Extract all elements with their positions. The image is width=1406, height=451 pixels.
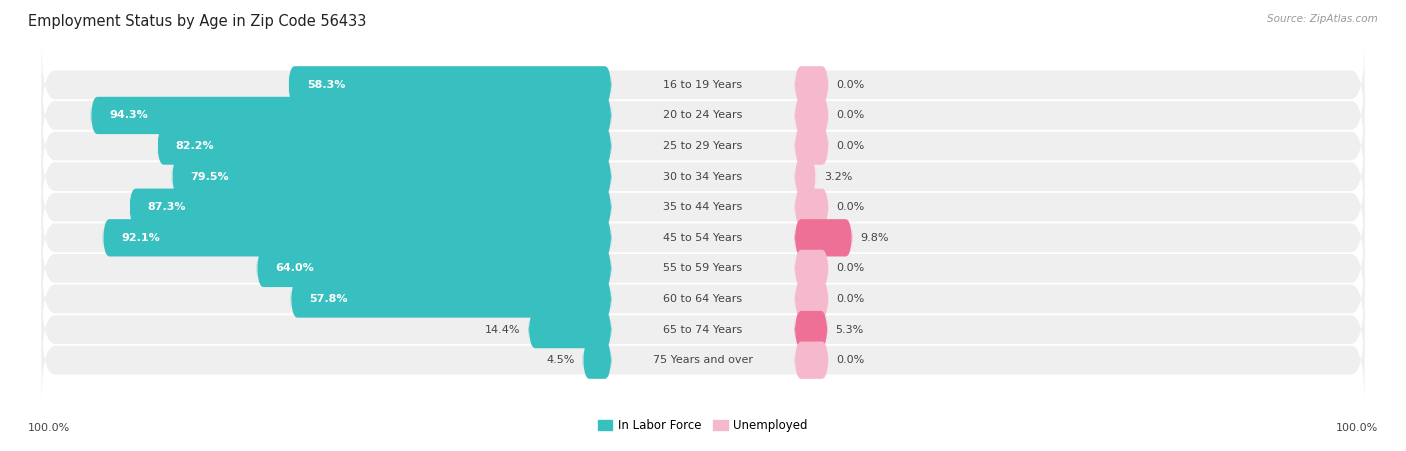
- FancyBboxPatch shape: [794, 281, 828, 318]
- Text: 20 to 24 Years: 20 to 24 Years: [664, 110, 742, 120]
- Text: 35 to 44 Years: 35 to 44 Years: [664, 202, 742, 212]
- FancyBboxPatch shape: [291, 281, 612, 318]
- Text: 100.0%: 100.0%: [28, 423, 70, 433]
- FancyBboxPatch shape: [794, 97, 828, 134]
- Text: 0.0%: 0.0%: [837, 355, 865, 365]
- Text: 75 Years and over: 75 Years and over: [652, 355, 754, 365]
- FancyBboxPatch shape: [42, 69, 1364, 162]
- FancyBboxPatch shape: [42, 191, 1364, 285]
- Text: 0.0%: 0.0%: [837, 80, 865, 90]
- FancyBboxPatch shape: [529, 311, 612, 348]
- Text: Source: ZipAtlas.com: Source: ZipAtlas.com: [1267, 14, 1378, 23]
- FancyBboxPatch shape: [42, 38, 1364, 132]
- Text: 100.0%: 100.0%: [1336, 423, 1378, 433]
- Text: 87.3%: 87.3%: [148, 202, 187, 212]
- FancyBboxPatch shape: [794, 127, 828, 165]
- FancyBboxPatch shape: [157, 127, 612, 165]
- FancyBboxPatch shape: [42, 252, 1364, 346]
- FancyBboxPatch shape: [42, 161, 1364, 254]
- Text: 94.3%: 94.3%: [110, 110, 148, 120]
- Text: 82.2%: 82.2%: [176, 141, 214, 151]
- FancyBboxPatch shape: [42, 283, 1364, 377]
- Text: 4.5%: 4.5%: [547, 355, 575, 365]
- FancyBboxPatch shape: [794, 66, 828, 104]
- Legend: In Labor Force, Unemployed: In Labor Force, Unemployed: [593, 414, 813, 437]
- FancyBboxPatch shape: [42, 130, 1364, 223]
- Text: 65 to 74 Years: 65 to 74 Years: [664, 325, 742, 335]
- Text: 25 to 29 Years: 25 to 29 Years: [664, 141, 742, 151]
- Text: 60 to 64 Years: 60 to 64 Years: [664, 294, 742, 304]
- Text: 14.4%: 14.4%: [485, 325, 520, 335]
- FancyBboxPatch shape: [257, 250, 612, 287]
- FancyBboxPatch shape: [129, 189, 612, 226]
- Text: 0.0%: 0.0%: [837, 294, 865, 304]
- FancyBboxPatch shape: [794, 311, 828, 348]
- FancyBboxPatch shape: [172, 158, 612, 195]
- Text: Employment Status by Age in Zip Code 56433: Employment Status by Age in Zip Code 564…: [28, 14, 367, 28]
- Text: 58.3%: 58.3%: [307, 80, 344, 90]
- Text: 64.0%: 64.0%: [276, 263, 314, 273]
- Text: 16 to 19 Years: 16 to 19 Years: [664, 80, 742, 90]
- FancyBboxPatch shape: [42, 313, 1364, 407]
- FancyBboxPatch shape: [794, 219, 852, 257]
- FancyBboxPatch shape: [794, 158, 815, 195]
- Text: 55 to 59 Years: 55 to 59 Years: [664, 263, 742, 273]
- Text: 0.0%: 0.0%: [837, 202, 865, 212]
- FancyBboxPatch shape: [583, 341, 612, 379]
- Text: 5.3%: 5.3%: [835, 325, 863, 335]
- Text: 57.8%: 57.8%: [309, 294, 347, 304]
- FancyBboxPatch shape: [103, 219, 612, 257]
- Text: 0.0%: 0.0%: [837, 263, 865, 273]
- FancyBboxPatch shape: [288, 66, 612, 104]
- FancyBboxPatch shape: [91, 97, 612, 134]
- Text: 0.0%: 0.0%: [837, 141, 865, 151]
- Text: 30 to 34 Years: 30 to 34 Years: [664, 172, 742, 182]
- FancyBboxPatch shape: [42, 221, 1364, 315]
- Text: 45 to 54 Years: 45 to 54 Years: [664, 233, 742, 243]
- Text: 92.1%: 92.1%: [121, 233, 160, 243]
- Text: 9.8%: 9.8%: [860, 233, 889, 243]
- FancyBboxPatch shape: [794, 250, 828, 287]
- Text: 3.2%: 3.2%: [824, 172, 852, 182]
- FancyBboxPatch shape: [794, 189, 828, 226]
- Text: 79.5%: 79.5%: [191, 172, 229, 182]
- Text: 0.0%: 0.0%: [837, 110, 865, 120]
- FancyBboxPatch shape: [42, 99, 1364, 193]
- FancyBboxPatch shape: [794, 341, 828, 379]
